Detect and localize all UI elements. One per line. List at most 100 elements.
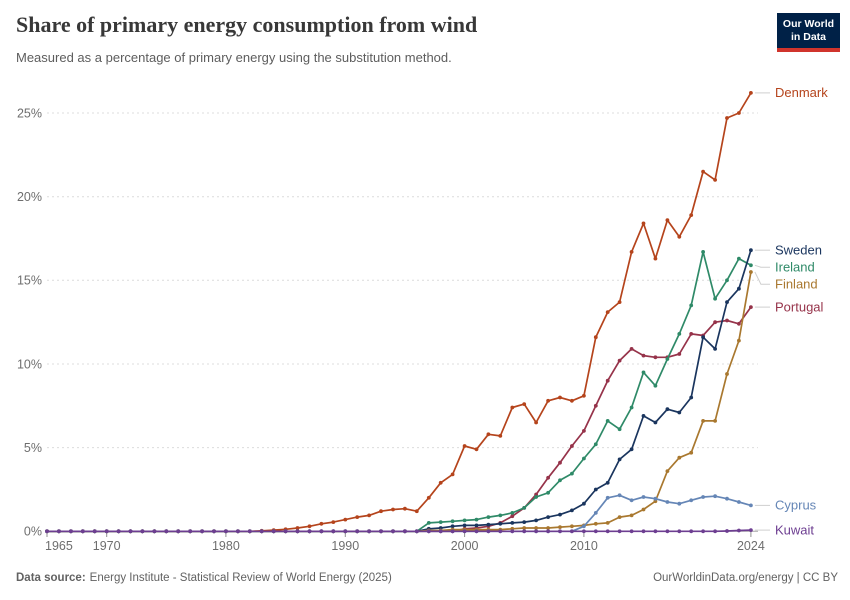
series-point-sweden [486,522,491,527]
series-point-denmark [629,250,634,254]
series-point-kuwait [438,529,443,534]
series-point-denmark [331,520,336,524]
series-point-finland [665,469,670,473]
series-point-ireland [725,278,729,283]
series-line-sweden[interactable] [46,249,752,533]
legend-label-sweden[interactable]: Sweden [775,243,822,258]
series-line-ireland[interactable] [46,251,752,533]
series-point-kuwait [200,529,205,534]
series-point-kuwait [128,529,133,534]
series-point-finland [558,525,562,529]
series-point-kuwait [713,529,717,534]
series-line-finland[interactable] [46,271,752,533]
series-point-kuwait [367,529,371,534]
series-line-denmark[interactable] [46,92,752,533]
series-point-kuwait [725,529,729,533]
series-point-portugal [558,460,562,465]
series-point-portugal [689,332,694,336]
owid-logo[interactable]: Our World in Data [777,13,840,53]
series-point-denmark [379,509,383,514]
series-point-denmark [653,256,658,261]
series-point-finland [725,372,729,376]
series-point-ireland [641,370,646,375]
series-point-kuwait [391,529,395,534]
data-source-note: Data source: Energy Institute - Statistic… [16,572,392,584]
series-line-cyprus[interactable] [46,494,752,533]
credit-link[interactable]: OurWorldinData.org/energy | CC BY [653,572,838,584]
series-point-sweden [749,248,753,253]
legend-label-kuwait[interactable]: Kuwait [775,522,814,537]
series-point-ireland [558,478,562,483]
y-axis-tick-label: 10% [17,357,42,371]
series-point-ireland [713,296,717,301]
series-point-cyprus [677,501,682,506]
series-point-finland [749,270,753,274]
series-point-sweden [653,420,658,425]
series-point-kuwait [319,529,324,534]
x-axis-tick-label: 1980 [212,539,240,553]
series-point-sweden [629,447,634,452]
series-point-denmark [546,398,550,403]
series-point-kuwait [45,529,49,534]
legend-label-cyprus[interactable]: Cyprus [775,498,817,513]
series-point-ireland [665,357,670,361]
series-point-kuwait [605,529,610,534]
series-point-finland [617,515,622,519]
series-point-denmark [593,335,598,340]
series-point-sweden [701,335,705,340]
series-point-kuwait [343,529,348,534]
chart-subtitle: Measured as a percentage of primary ener… [16,50,452,65]
series-point-ireland [617,427,622,432]
series-point-finland [522,526,527,530]
series-point-ireland [629,405,634,410]
series-point-denmark [403,506,407,511]
legend-connector-ireland [754,264,770,268]
series-point-kuwait [104,529,109,534]
x-axis-tick-label: 2010 [570,539,598,553]
series-point-kuwait [57,529,61,534]
series-point-cyprus [737,500,741,504]
series-point-sweden [641,414,646,418]
series-point-kuwait [426,529,431,534]
series-point-kuwait [522,529,527,534]
series-point-kuwait [450,529,455,534]
series-point-sweden [713,347,717,351]
series-point-denmark [749,91,753,95]
series-point-ireland [749,263,753,268]
series-point-denmark [510,405,515,410]
series-point-portugal [605,378,610,383]
series-point-kuwait [69,529,73,534]
series-point-denmark [319,521,324,526]
series-point-ireland [653,383,658,388]
series-point-portugal [737,321,741,326]
series-point-denmark [713,178,717,182]
series-point-portugal [713,320,717,325]
series-point-sweden [534,518,538,523]
series-point-sweden [593,487,598,492]
series-line-kuwait[interactable] [46,529,752,533]
series-point-denmark [391,507,395,512]
series-point-ireland [546,490,550,495]
series-point-finland [701,419,705,423]
series-point-kuwait [570,529,574,534]
series-point-ireland [438,520,443,524]
series-point-ireland [510,511,515,515]
legend-label-finland[interactable]: Finland [775,277,818,292]
series-point-ireland [701,250,705,254]
series-point-cyprus [749,503,753,508]
series-point-denmark [355,515,360,519]
series-point-denmark [737,111,741,115]
series-point-kuwait [259,529,264,534]
series-point-sweden [689,395,694,400]
series-point-kuwait [546,529,550,534]
series-point-cyprus [605,495,610,500]
series-point-sweden [582,501,586,506]
chart-footer: Data source: Energy Institute - Statistic… [0,572,850,584]
x-axis-tick-label: 1970 [93,539,121,553]
legend-label-denmark[interactable]: Denmark [775,85,828,100]
series-point-denmark [486,432,491,437]
y-axis-tick-label: 15% [17,274,42,288]
legend-label-ireland[interactable]: Ireland [775,260,815,275]
legend-label-portugal[interactable]: Portugal [775,299,824,314]
